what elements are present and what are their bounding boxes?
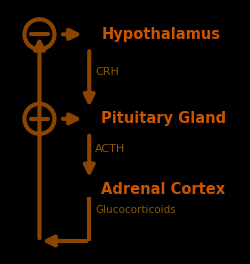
- Text: ACTH: ACTH: [95, 144, 125, 154]
- Text: Glucocorticoids: Glucocorticoids: [95, 205, 176, 215]
- Text: Adrenal Cortex: Adrenal Cortex: [102, 182, 226, 197]
- Text: CRH: CRH: [95, 67, 119, 77]
- Text: Pituitary Gland: Pituitary Gland: [102, 111, 226, 126]
- Text: Hypothalamus: Hypothalamus: [102, 27, 220, 42]
